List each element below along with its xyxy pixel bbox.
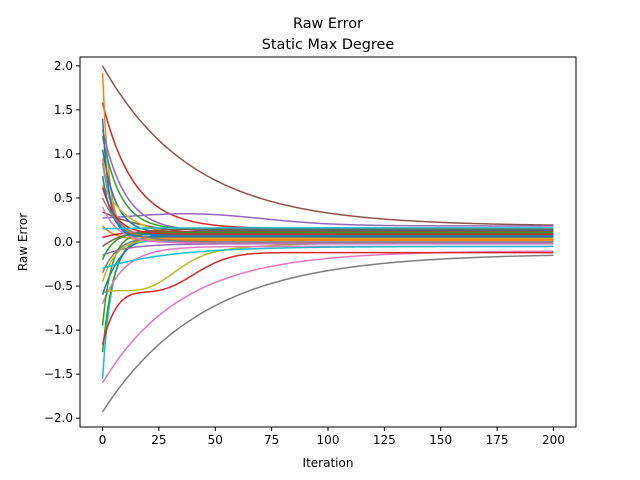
series-line: [101, 175, 554, 236]
y-tick-label: −0.5: [44, 279, 73, 293]
series-line: [101, 239, 554, 379]
series-line: [101, 102, 554, 230]
series-line: [101, 231, 554, 260]
x-tick-label: 0: [99, 433, 107, 447]
series-line: [101, 254, 554, 413]
x-tick-label: 175: [486, 433, 509, 447]
y-tick-label: −2.0: [44, 411, 73, 425]
series-line: [102, 245, 554, 270]
y-axis-label: Raw Error: [16, 213, 30, 271]
y-tick-label: −1.0: [44, 323, 73, 337]
series-lines: [101, 65, 554, 413]
y-tick-label: 0.0: [54, 235, 73, 249]
series-line: [101, 206, 554, 244]
series-line: [102, 230, 554, 239]
y-axis-ticks: −2.0 −1.5 −1.0 −0.5 0.0 0.5 1.0 1.5 2.0: [44, 59, 80, 425]
y-tick-label: 1.5: [54, 103, 73, 117]
x-tick-label: 150: [429, 433, 452, 447]
series-line: [101, 251, 554, 345]
y-tick-label: 2.0: [54, 59, 73, 73]
series-line: [101, 197, 554, 243]
series-line: [102, 227, 554, 230]
series-line: [101, 118, 554, 238]
x-tick-label: 25: [151, 433, 166, 447]
x-axis-ticks: 0 25 50 75 100 125 150 175 200: [99, 427, 565, 447]
series-line: [101, 187, 554, 235]
y-tick-label: 0.5: [54, 191, 73, 205]
x-axis-label: Iteration: [303, 456, 354, 470]
series-line: [101, 65, 554, 226]
chart-title: Raw Error: [293, 16, 363, 32]
x-tick-label: 50: [208, 433, 223, 447]
series-line: [101, 158, 554, 241]
x-tick-label: 75: [264, 433, 279, 447]
series-line: [102, 228, 554, 248]
series-line: [101, 149, 554, 234]
y-tick-label: 1.0: [54, 147, 73, 161]
x-tick-label: 200: [542, 433, 565, 447]
series-line: [101, 129, 554, 233]
x-tick-label: 100: [317, 433, 340, 447]
series-line: [102, 243, 554, 256]
x-tick-label: 125: [373, 433, 396, 447]
series-line: [102, 213, 554, 227]
y-tick-label: −1.5: [44, 367, 73, 381]
chart-subtitle: Static Max Degree: [262, 37, 395, 53]
